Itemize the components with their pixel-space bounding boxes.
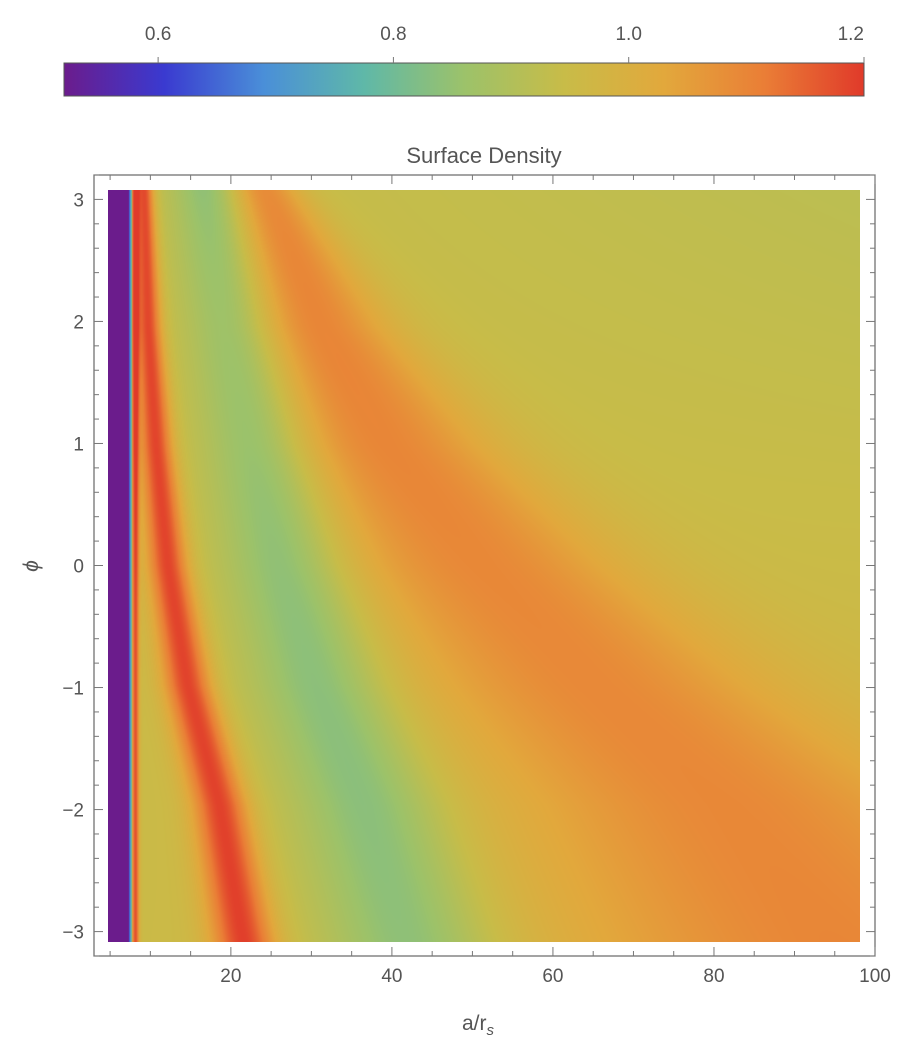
x-tick-label: 40 [381,966,402,987]
colorbar-ticks: 0.6 0.8 1.0 1.2 [145,24,865,63]
y-tick-label: 2 [73,312,84,333]
x-axis-label-sub: s [487,1022,495,1039]
x-tick-label: 60 [542,966,563,987]
x-axis: 20 40 60 80 100 [109,175,891,987]
y-tick-label: 1 [73,434,84,455]
x-axis-label-main: a/r [462,1012,487,1035]
x-axis-label: a/rs [462,1012,495,1039]
colorbar: 0.6 0.8 1.0 1.2 [63,24,865,97]
chart-title: Surface Density [406,143,561,168]
colorbar-tick-label: 0.6 [145,24,171,45]
y-tick-label: −2 [62,801,84,822]
y-tick-label: −1 [62,679,84,700]
y-tick-label: 0 [73,557,84,578]
y-axis-label: ϕ [20,560,43,572]
x-tick-label: 80 [703,966,724,987]
colorbar-tick-label: 0.8 [380,24,406,45]
colorbar-gradient [63,62,865,97]
x-tick-label: 20 [220,966,241,987]
x-tick-label: 100 [859,966,891,987]
colorbar-tick-label: 1.0 [615,24,641,45]
y-tick-label: −3 [62,923,84,944]
colorbar-tick-label: 1.2 [838,24,864,45]
y-tick-label: 3 [73,190,84,211]
y-axis: 3 2 1 0 −1 −2 −3 [62,174,875,957]
heatmap-area [108,190,860,942]
heatmap-canvas [108,190,860,942]
